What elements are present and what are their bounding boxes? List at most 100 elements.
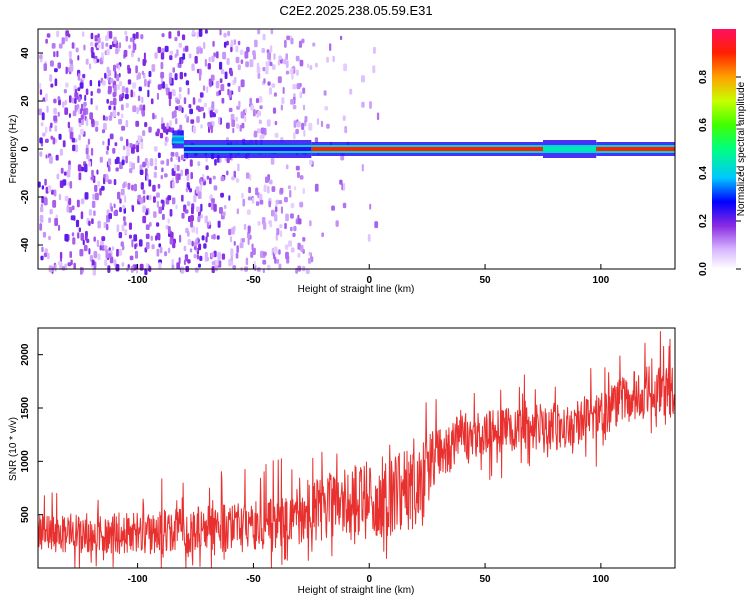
noise-speck (198, 68, 202, 76)
noise-speck (245, 257, 249, 266)
noise-speck (290, 202, 295, 209)
noise-speck (199, 185, 202, 192)
noise-speck (248, 186, 251, 194)
noise-speck (128, 44, 131, 49)
noise-speck (189, 159, 193, 167)
noise-speck (205, 236, 208, 243)
noise-speck (139, 164, 143, 172)
noise-speck (107, 253, 112, 259)
noise-speck (174, 73, 178, 81)
noise-speck (308, 251, 311, 256)
noise-speck (78, 122, 82, 128)
noise-speck (190, 119, 195, 124)
colorbar-tick-label: 0.8 (698, 70, 709, 84)
x-tick-label: 100 (593, 574, 610, 585)
noise-speck (191, 206, 194, 215)
signal-core (183, 147, 312, 151)
noise-speck (210, 252, 215, 258)
noise-speck (87, 138, 91, 145)
noise-speck (293, 132, 296, 140)
noise-speck (58, 133, 62, 140)
noise-speck (183, 245, 187, 252)
noise-speck (40, 122, 44, 127)
noise-speck (170, 231, 174, 240)
noise-speck (213, 203, 217, 212)
noise-speck (132, 82, 137, 89)
noise-speck (90, 91, 93, 96)
noise-speck (154, 165, 158, 171)
x-tick-label: -100 (128, 275, 148, 286)
noise-speck (294, 186, 297, 191)
noise-speck (56, 50, 59, 58)
noise-speck (127, 182, 131, 190)
noise-speck (107, 166, 111, 172)
noise-speck (45, 154, 48, 159)
noise-speck (188, 104, 192, 109)
colorbar-tick-label: 0.4 (698, 166, 709, 180)
noise-speck (118, 42, 122, 49)
noise-speck (83, 244, 88, 252)
noise-speck (83, 101, 87, 107)
noise-speck (129, 168, 133, 174)
noise-speck (72, 144, 76, 152)
noise-speck (121, 224, 125, 232)
noise-speck (161, 33, 165, 38)
noise-speck (189, 188, 192, 193)
noise-speck (129, 143, 133, 148)
noise-speck (184, 254, 189, 262)
noise-speck (91, 169, 94, 177)
noise-speck (278, 200, 283, 205)
noise-speck (287, 185, 291, 190)
noise-speck (245, 61, 249, 68)
noise-speck (238, 100, 241, 108)
noise-speck (121, 262, 125, 267)
noise-speck (361, 75, 365, 83)
noise-speck (204, 59, 207, 67)
noise-speck (157, 152, 161, 159)
noise-speck (108, 105, 112, 110)
noise-speck (236, 208, 239, 215)
noise-speck (156, 222, 160, 227)
noise-speck (220, 69, 225, 75)
noise-speck (369, 101, 372, 109)
noise-speck (154, 158, 157, 166)
noise-speck (141, 110, 145, 117)
noise-speck (65, 82, 69, 88)
noise-speck (80, 211, 84, 220)
noise-speck (161, 167, 164, 173)
noise-speck (297, 171, 300, 178)
noise-speck (232, 127, 235, 134)
noise-speck (255, 187, 259, 196)
noise-speck (135, 31, 139, 39)
noise-speck (183, 72, 187, 77)
noise-speck (219, 29, 222, 36)
noise-speck (45, 93, 48, 102)
noise-speck (271, 83, 276, 88)
noise-speck (67, 121, 70, 129)
noise-speck (307, 63, 310, 69)
noise-speck (187, 87, 190, 95)
noise-speck (43, 63, 47, 71)
noise-speck (125, 87, 129, 94)
noise-speck (203, 42, 206, 49)
noise-speck (97, 253, 101, 261)
noise-speck (221, 97, 225, 104)
noise-speck (206, 232, 209, 238)
noise-speck (68, 113, 71, 118)
noise-speck (41, 185, 45, 190)
noise-speck (257, 110, 261, 117)
noise-speck (191, 240, 194, 247)
noise-speck (136, 144, 140, 153)
noise-speck (299, 201, 304, 208)
noise-speck (107, 179, 112, 185)
noise-speck (200, 181, 204, 186)
noise-speck (164, 173, 168, 178)
noise-speck (43, 252, 47, 258)
noise-speck (169, 55, 173, 61)
noise-speck (89, 63, 92, 70)
noise-speck (226, 40, 229, 46)
noise-speck (144, 268, 148, 276)
noise-speck (260, 127, 265, 134)
noise-speck (285, 251, 289, 260)
noise-speck (257, 267, 261, 272)
